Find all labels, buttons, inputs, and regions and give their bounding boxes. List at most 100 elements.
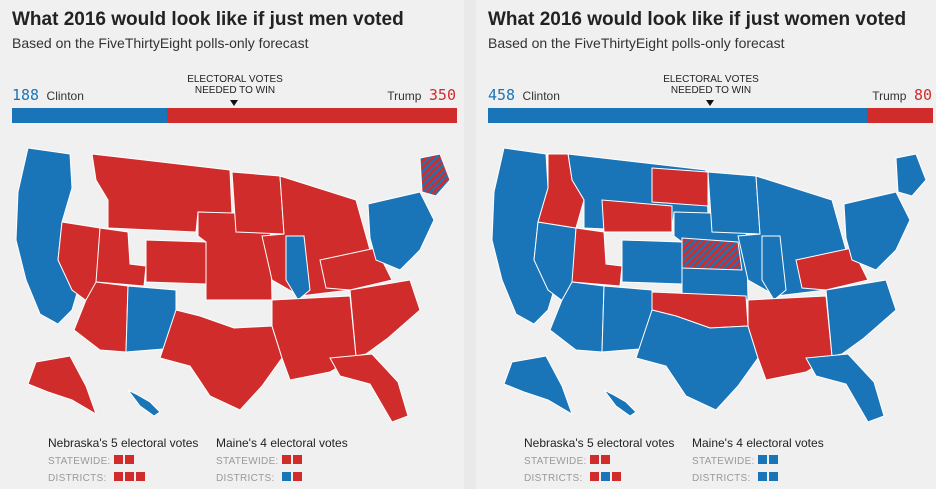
region-minnesota	[231, 171, 285, 235]
region-maine	[895, 153, 927, 197]
clinton-bar-segment	[12, 108, 168, 123]
needed-line-1: ELECTORAL VOTES	[663, 74, 759, 85]
statewide-label: STATEWIDE:	[692, 455, 755, 467]
vote-square	[758, 455, 767, 464]
nebraska-statewide-squares	[590, 455, 612, 467]
statewide-label: STATEWIDE:	[524, 455, 587, 467]
vote-square	[590, 472, 599, 481]
region-florida	[805, 353, 885, 423]
region-nebraska	[681, 237, 743, 271]
districts-label: DISTRICTS:	[524, 472, 583, 484]
region-colorado	[621, 239, 683, 285]
region-utah	[95, 227, 147, 287]
clinton-ev-count: 458 Clinton	[488, 86, 563, 105]
vote-square	[293, 455, 302, 464]
region-illinois	[285, 235, 311, 301]
clinton-ev-number: 188	[12, 86, 40, 104]
districts-label: DISTRICTS:	[692, 472, 751, 484]
vote-square	[125, 455, 134, 464]
vote-square	[769, 472, 778, 481]
panel-title: What 2016 would look like if just men vo…	[12, 9, 404, 30]
needed-line-2: NEEDED TO WIN	[194, 85, 276, 96]
region-west-coast	[15, 147, 79, 325]
region-southeast	[349, 279, 421, 357]
districts-label: DISTRICTS:	[48, 472, 107, 484]
vote-square	[601, 455, 610, 464]
needed-to-win-label: ELECTORAL VOTES NEEDED TO WIN	[651, 74, 771, 96]
nebraska-legend: Nebraska's 5 electoral votes STATEWIDE: …	[48, 436, 198, 484]
trump-ev-count: Trump 350	[384, 86, 456, 105]
maine-district-squares	[282, 472, 304, 484]
region-mountain-north	[91, 153, 233, 233]
region-utah	[571, 227, 623, 287]
vote-square	[114, 455, 123, 464]
nebraska-district-squares	[114, 472, 147, 484]
region-hawaii	[127, 389, 161, 417]
trump-ev-number: 80	[913, 86, 932, 104]
needed-to-win-label: ELECTORAL VOTES NEEDED TO WIN	[175, 74, 295, 96]
maine-legend: Maine's 4 electoral votes STATEWIDE: DIS…	[216, 436, 348, 484]
maine-heading: Maine's 4 electoral votes	[692, 436, 824, 450]
vote-square	[125, 472, 134, 481]
electoral-bar	[488, 108, 933, 123]
nebraska-heading: Nebraska's 5 electoral votes	[524, 436, 675, 450]
clinton-label: Clinton	[522, 89, 560, 103]
districts-label: DISTRICTS:	[216, 472, 275, 484]
needed-line-2: NEEDED TO WIN	[670, 85, 752, 96]
panel-subtitle: Based on the FiveThirtyEight polls-only …	[12, 35, 309, 51]
clinton-ev-number: 458	[488, 86, 516, 104]
trump-label: Trump	[387, 89, 422, 103]
vote-square	[612, 472, 621, 481]
statewide-label: STATEWIDE:	[216, 455, 279, 467]
clinton-ev-count: 188 Clinton	[12, 86, 87, 105]
region-texas	[159, 309, 283, 411]
clinton-label: Clinton	[46, 89, 84, 103]
nebraska-legend: Nebraska's 5 electoral votes STATEWIDE: …	[524, 436, 674, 484]
needed-line-1: ELECTORAL VOTES	[187, 74, 283, 85]
region-maine	[419, 153, 451, 197]
region-idaho	[537, 153, 585, 229]
vote-square	[282, 472, 291, 481]
men-panel: What 2016 would look like if just men vo…	[0, 0, 464, 489]
panel-subtitle: Based on the FiveThirtyEight polls-only …	[488, 35, 785, 51]
region-minnesota	[707, 171, 761, 235]
region-wyoming	[601, 199, 673, 233]
vote-square	[136, 472, 145, 481]
panel-title: What 2016 would look like if just women …	[488, 9, 907, 30]
region-hawaii	[603, 389, 637, 417]
region-nevada	[57, 221, 101, 309]
nebraska-heading: Nebraska's 5 electoral votes	[48, 436, 199, 450]
vote-square	[758, 472, 767, 481]
trump-ev-count: Trump 80	[869, 86, 932, 105]
trump-label: Trump	[872, 89, 907, 103]
region-appalachia	[795, 247, 869, 291]
vote-square	[769, 455, 778, 464]
trump-bar-segment	[167, 108, 457, 123]
clinton-bar-segment	[488, 108, 867, 123]
us-electoral-map	[491, 147, 927, 423]
region-colorado	[145, 239, 207, 285]
maine-legend: Maine's 4 electoral votes STATEWIDE: DIS…	[692, 436, 824, 484]
vote-square	[282, 455, 291, 464]
maine-statewide-squares	[758, 455, 780, 467]
vote-square	[293, 472, 302, 481]
needed-marker-icon	[706, 100, 714, 106]
region-northeast	[843, 191, 911, 271]
electoral-bar	[12, 108, 457, 123]
region-alaska	[27, 355, 97, 416]
vote-square	[114, 472, 123, 481]
trump-ev-number: 350	[428, 86, 456, 104]
maine-statewide-squares	[282, 455, 304, 467]
trump-bar-segment	[866, 108, 933, 123]
region-appalachia	[319, 247, 393, 291]
women-panel: What 2016 would look like if just women …	[476, 0, 936, 489]
region-alaska	[503, 355, 573, 416]
region-southeast	[825, 279, 897, 357]
nebraska-statewide-squares	[114, 455, 136, 467]
needed-marker-icon	[230, 100, 238, 106]
us-electoral-map	[15, 147, 451, 423]
region-northeast	[367, 191, 435, 271]
region-texas	[635, 309, 759, 411]
vote-square	[601, 472, 610, 481]
maine-district-squares	[758, 472, 780, 484]
